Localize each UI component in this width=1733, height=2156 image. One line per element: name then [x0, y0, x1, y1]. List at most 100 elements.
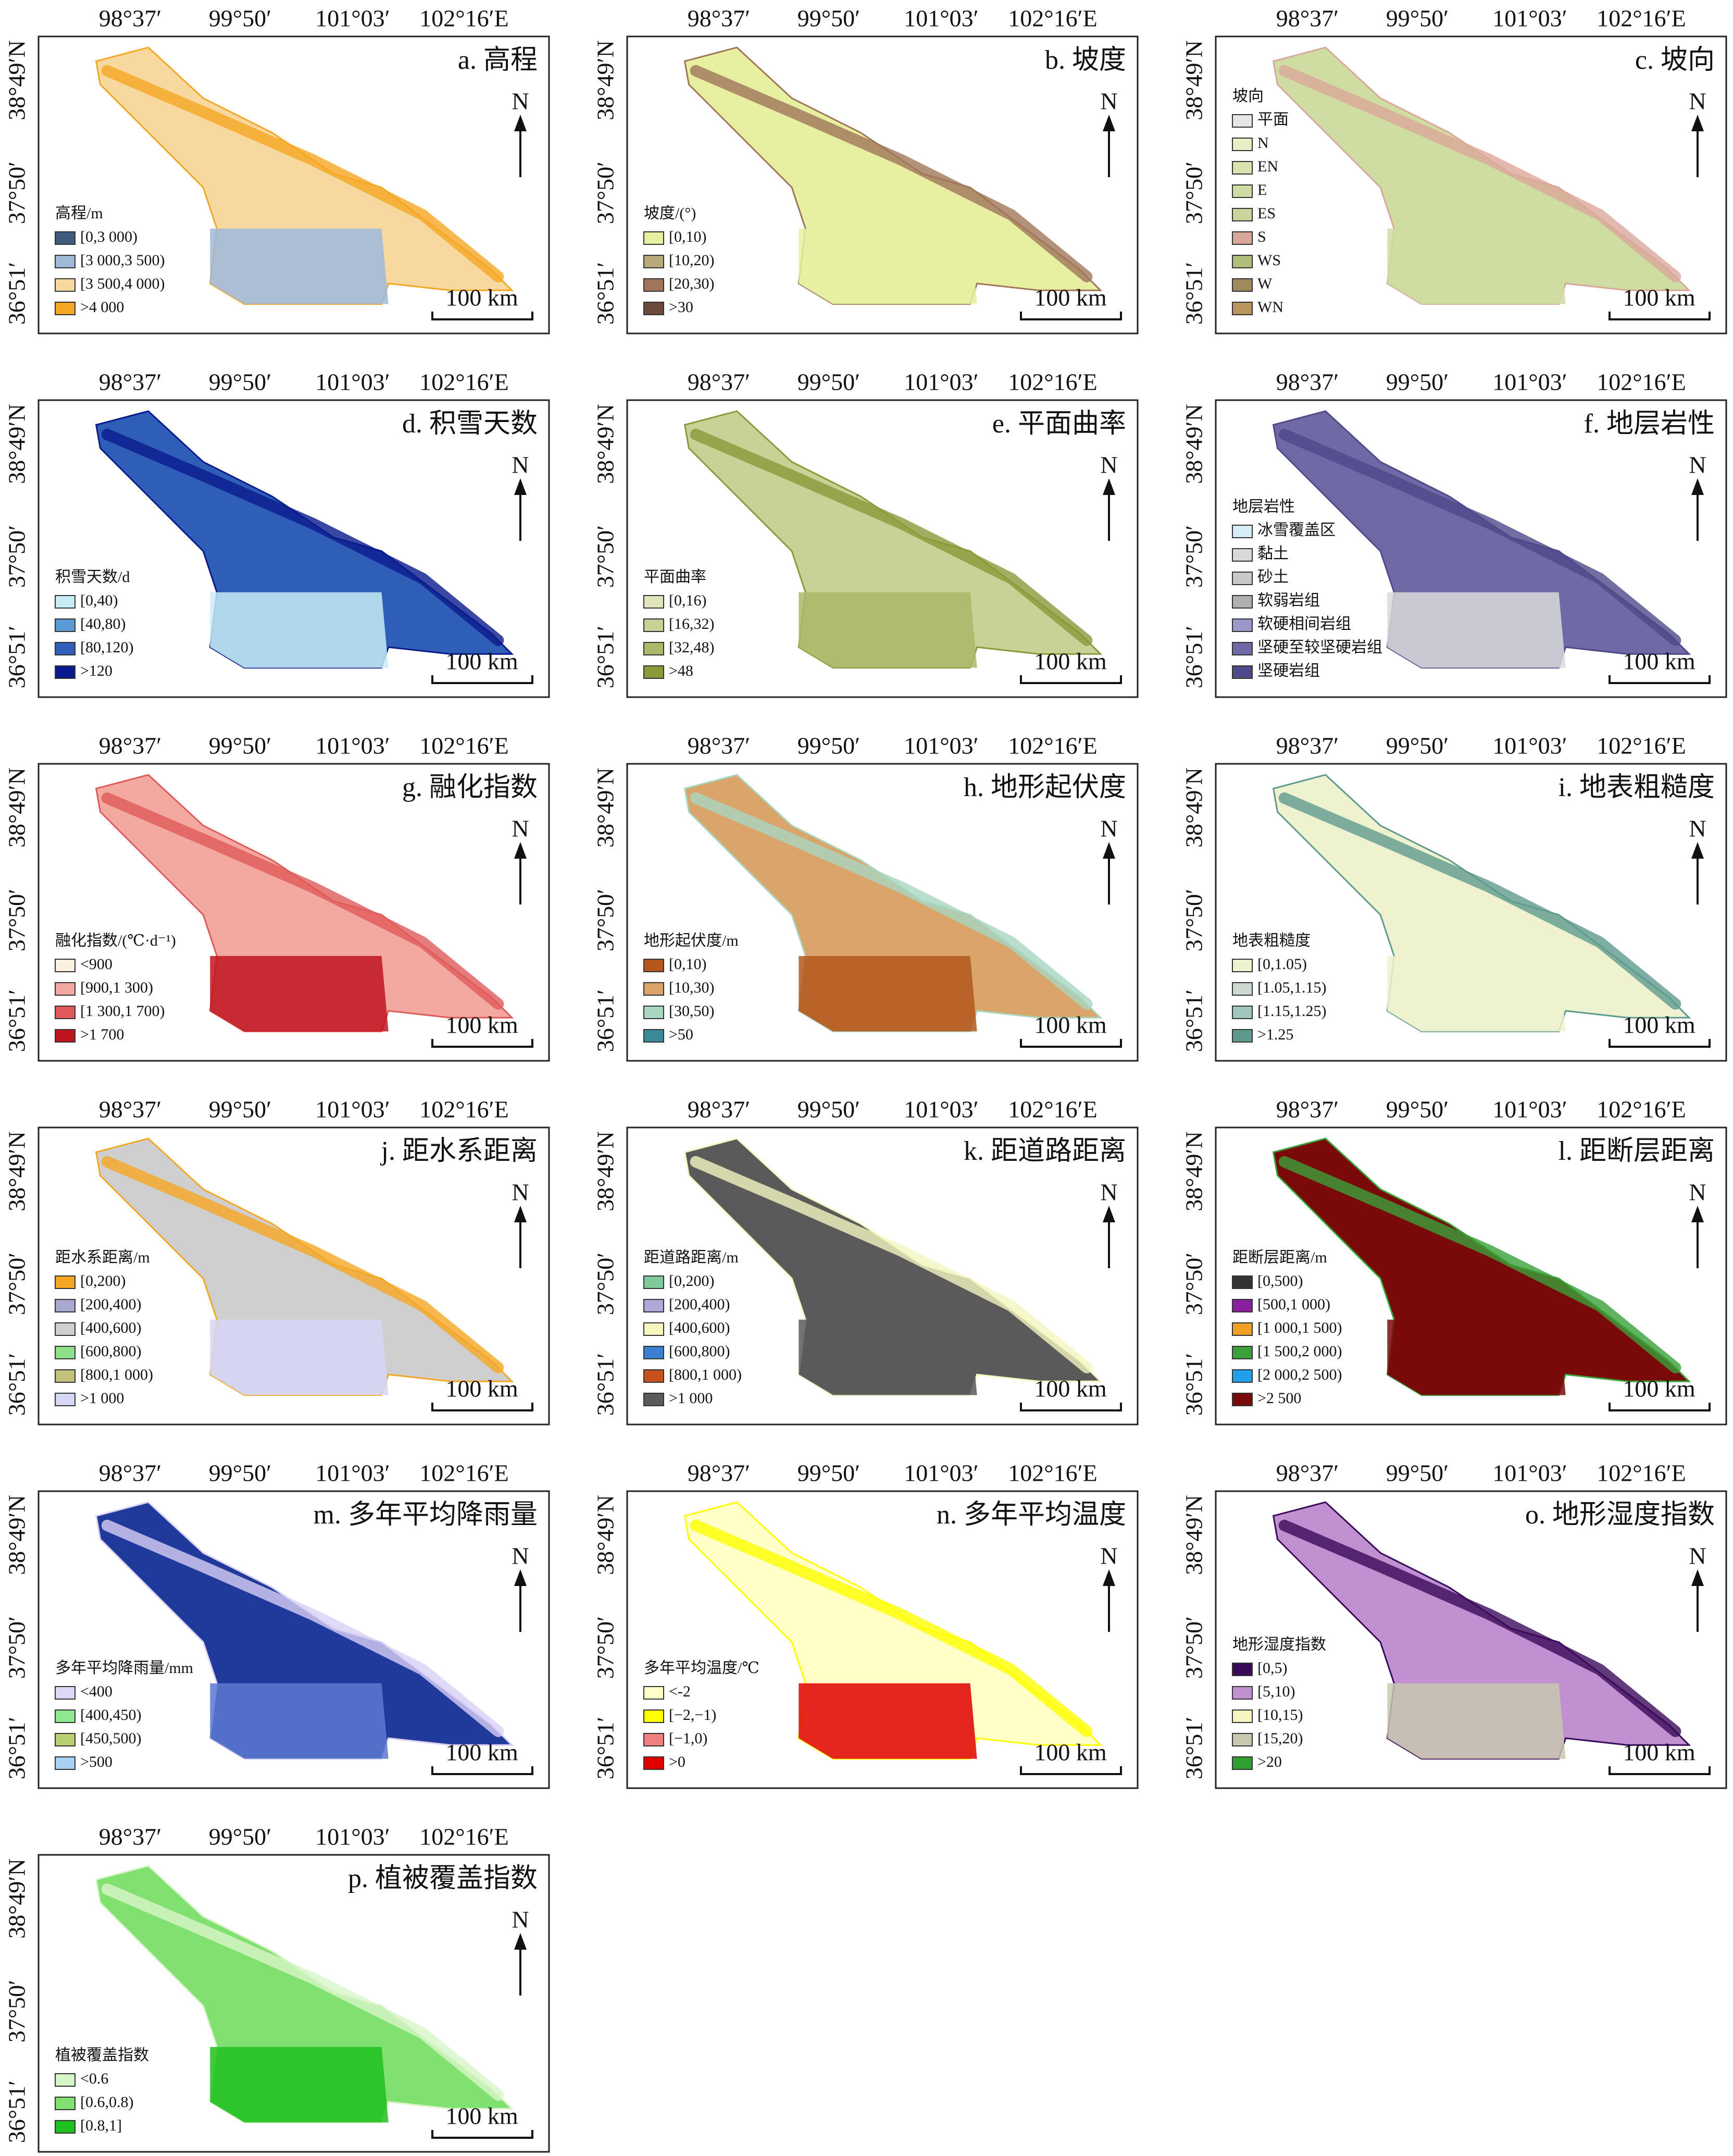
- scale-bar: [1020, 675, 1122, 684]
- legend-title: 高程/m: [55, 205, 103, 222]
- legend-swatch: [1232, 1686, 1253, 1700]
- legend-label: [0,200): [669, 1272, 714, 1290]
- scale-bar: [1020, 1039, 1122, 1048]
- panel-title: f. 地层岩性: [1584, 409, 1715, 439]
- lon-label: 98°37′: [688, 733, 750, 759]
- lon-label: 102°16′E: [419, 1460, 509, 1486]
- lat-label: 36°51′: [1181, 1717, 1207, 1779]
- basin-south: [1387, 228, 1566, 304]
- basin-south: [210, 2047, 389, 2123]
- legend-label: [0,200): [80, 1272, 126, 1290]
- legend-swatch: [55, 1686, 76, 1700]
- basin-south: [210, 1319, 389, 1395]
- panel-title: c. 坡向: [1635, 45, 1715, 75]
- lat-label: 37°50′: [1181, 1616, 1207, 1679]
- basin-south: [1387, 592, 1566, 668]
- north-label: N: [512, 1906, 529, 1933]
- legend-label: S: [1257, 228, 1266, 245]
- lon-label: 98°37′: [99, 369, 161, 395]
- legend-label: >4 000: [80, 299, 124, 316]
- lat-label: 36°51′: [592, 1717, 619, 1779]
- legend-label: [0,1.05): [1257, 956, 1307, 973]
- legend-title: 多年平均温度/℃: [644, 1659, 759, 1677]
- panel-title: n. 多年平均温度: [937, 1500, 1126, 1530]
- scale-bar: [431, 312, 533, 320]
- lat-label: 37°50′: [592, 1616, 619, 1679]
- basin-south: [1387, 1683, 1566, 1759]
- legend-swatch: [55, 278, 76, 292]
- legend-label: >48: [669, 662, 693, 679]
- legend-label: WS: [1257, 252, 1281, 269]
- legend-label: >30: [669, 299, 693, 316]
- legend-label: <0.6: [80, 2070, 108, 2087]
- legend-label: [1 000,1 500): [1257, 1319, 1342, 1336]
- legend-label: >1 000: [80, 1390, 124, 1407]
- lon-label: 102°16′E: [419, 1096, 509, 1123]
- lon-label: 102°16′E: [1008, 5, 1098, 32]
- north-arrowhead: [1691, 842, 1704, 859]
- lon-label: 101°03′: [904, 1460, 978, 1486]
- lat-label: 36°51′: [4, 989, 30, 1052]
- lat-label: 37°50′: [4, 1253, 30, 1315]
- legend-swatch: [1232, 1709, 1253, 1723]
- scale-label: 100 km: [445, 1012, 518, 1038]
- panel-title: o. 地形湿度指数: [1525, 1500, 1715, 1530]
- legend-swatch: [55, 1275, 76, 1289]
- north-label: N: [512, 1179, 529, 1206]
- lat-label: 37°50′: [592, 525, 619, 588]
- north-arrowhead: [514, 478, 527, 495]
- basin-ridge: [690, 1519, 1093, 1737]
- legend-label: 软弱岩组: [1257, 592, 1320, 609]
- legend-label: [0,10): [669, 228, 706, 245]
- north-label: N: [1689, 815, 1706, 842]
- lat-label: 37°50′: [1181, 889, 1207, 951]
- legend-swatch: [55, 1393, 76, 1406]
- map-panel: 98°37′ 99°50′ 101°03′ 102°16′E 38°49′N 37°50′…: [1181, 369, 1727, 698]
- legend-swatch: [55, 255, 76, 268]
- legend-label: >500: [80, 1753, 113, 1770]
- scale-label: 100 km: [445, 284, 518, 311]
- legend-title: 地形起伏度/m: [644, 932, 739, 949]
- legend-swatch: [55, 231, 76, 245]
- lat-label: 36°51′: [592, 262, 619, 325]
- lat-label: 36°51′: [4, 2080, 30, 2143]
- basin-ridge: [690, 428, 1093, 646]
- legend-swatch: [1232, 548, 1253, 562]
- legend-swatch: [1232, 1393, 1253, 1406]
- legend-label: >1.25: [1257, 1026, 1293, 1043]
- legend-label: [900,1 300): [80, 979, 153, 996]
- lon-label: 101°03′: [315, 1460, 390, 1486]
- legend-swatch: [1232, 1733, 1253, 1746]
- basin-ridge: [1278, 1156, 1681, 1373]
- lon-label: 99°50′: [797, 1460, 860, 1486]
- scale-bar: [431, 1039, 533, 1048]
- lat-label: 37°50′: [592, 889, 619, 951]
- lon-label: 102°16′E: [419, 733, 509, 759]
- legend-title: 多年平均降雨量/mm: [55, 1659, 193, 1677]
- scale-bar: [1020, 312, 1122, 320]
- legend-swatch: [643, 618, 664, 632]
- lon-label: 102°16′E: [1008, 733, 1098, 759]
- lon-label: 102°16′E: [1597, 1096, 1686, 1123]
- legend-swatch: [643, 1275, 664, 1289]
- north-arrowhead: [1691, 478, 1704, 495]
- lat-label: 37°50′: [1181, 162, 1207, 224]
- legend-swatch: [1232, 1756, 1253, 1770]
- basin-ridge: [101, 792, 504, 1010]
- legend-label: [32,48): [669, 639, 714, 656]
- lon-label: 99°50′: [1386, 369, 1449, 395]
- lat-label: 38°49′N: [4, 40, 30, 120]
- legend-title: 融化指数/(℃·d⁻¹): [55, 932, 176, 949]
- lat-label: 36°51′: [4, 626, 30, 688]
- lon-label: 98°37′: [1276, 369, 1339, 395]
- map-panel: 98°37′ 99°50′ 101°03′ 102°16′E 38°49′N 37°50′…: [4, 5, 550, 334]
- lon-label: 102°16′E: [1597, 1460, 1686, 1486]
- lat-label: 38°49′N: [592, 404, 619, 484]
- basin-south: [799, 1319, 977, 1395]
- lat-label: 38°49′N: [1181, 1131, 1207, 1211]
- map-panel: 98°37′ 99°50′ 101°03′ 102°16′E 38°49′N 37°50′…: [4, 1460, 550, 1789]
- panel-title: e. 平面曲率: [992, 409, 1126, 439]
- legend-label: [200,400): [669, 1296, 730, 1313]
- legend-swatch: [643, 278, 664, 292]
- lat-label: 38°49′N: [592, 1495, 619, 1575]
